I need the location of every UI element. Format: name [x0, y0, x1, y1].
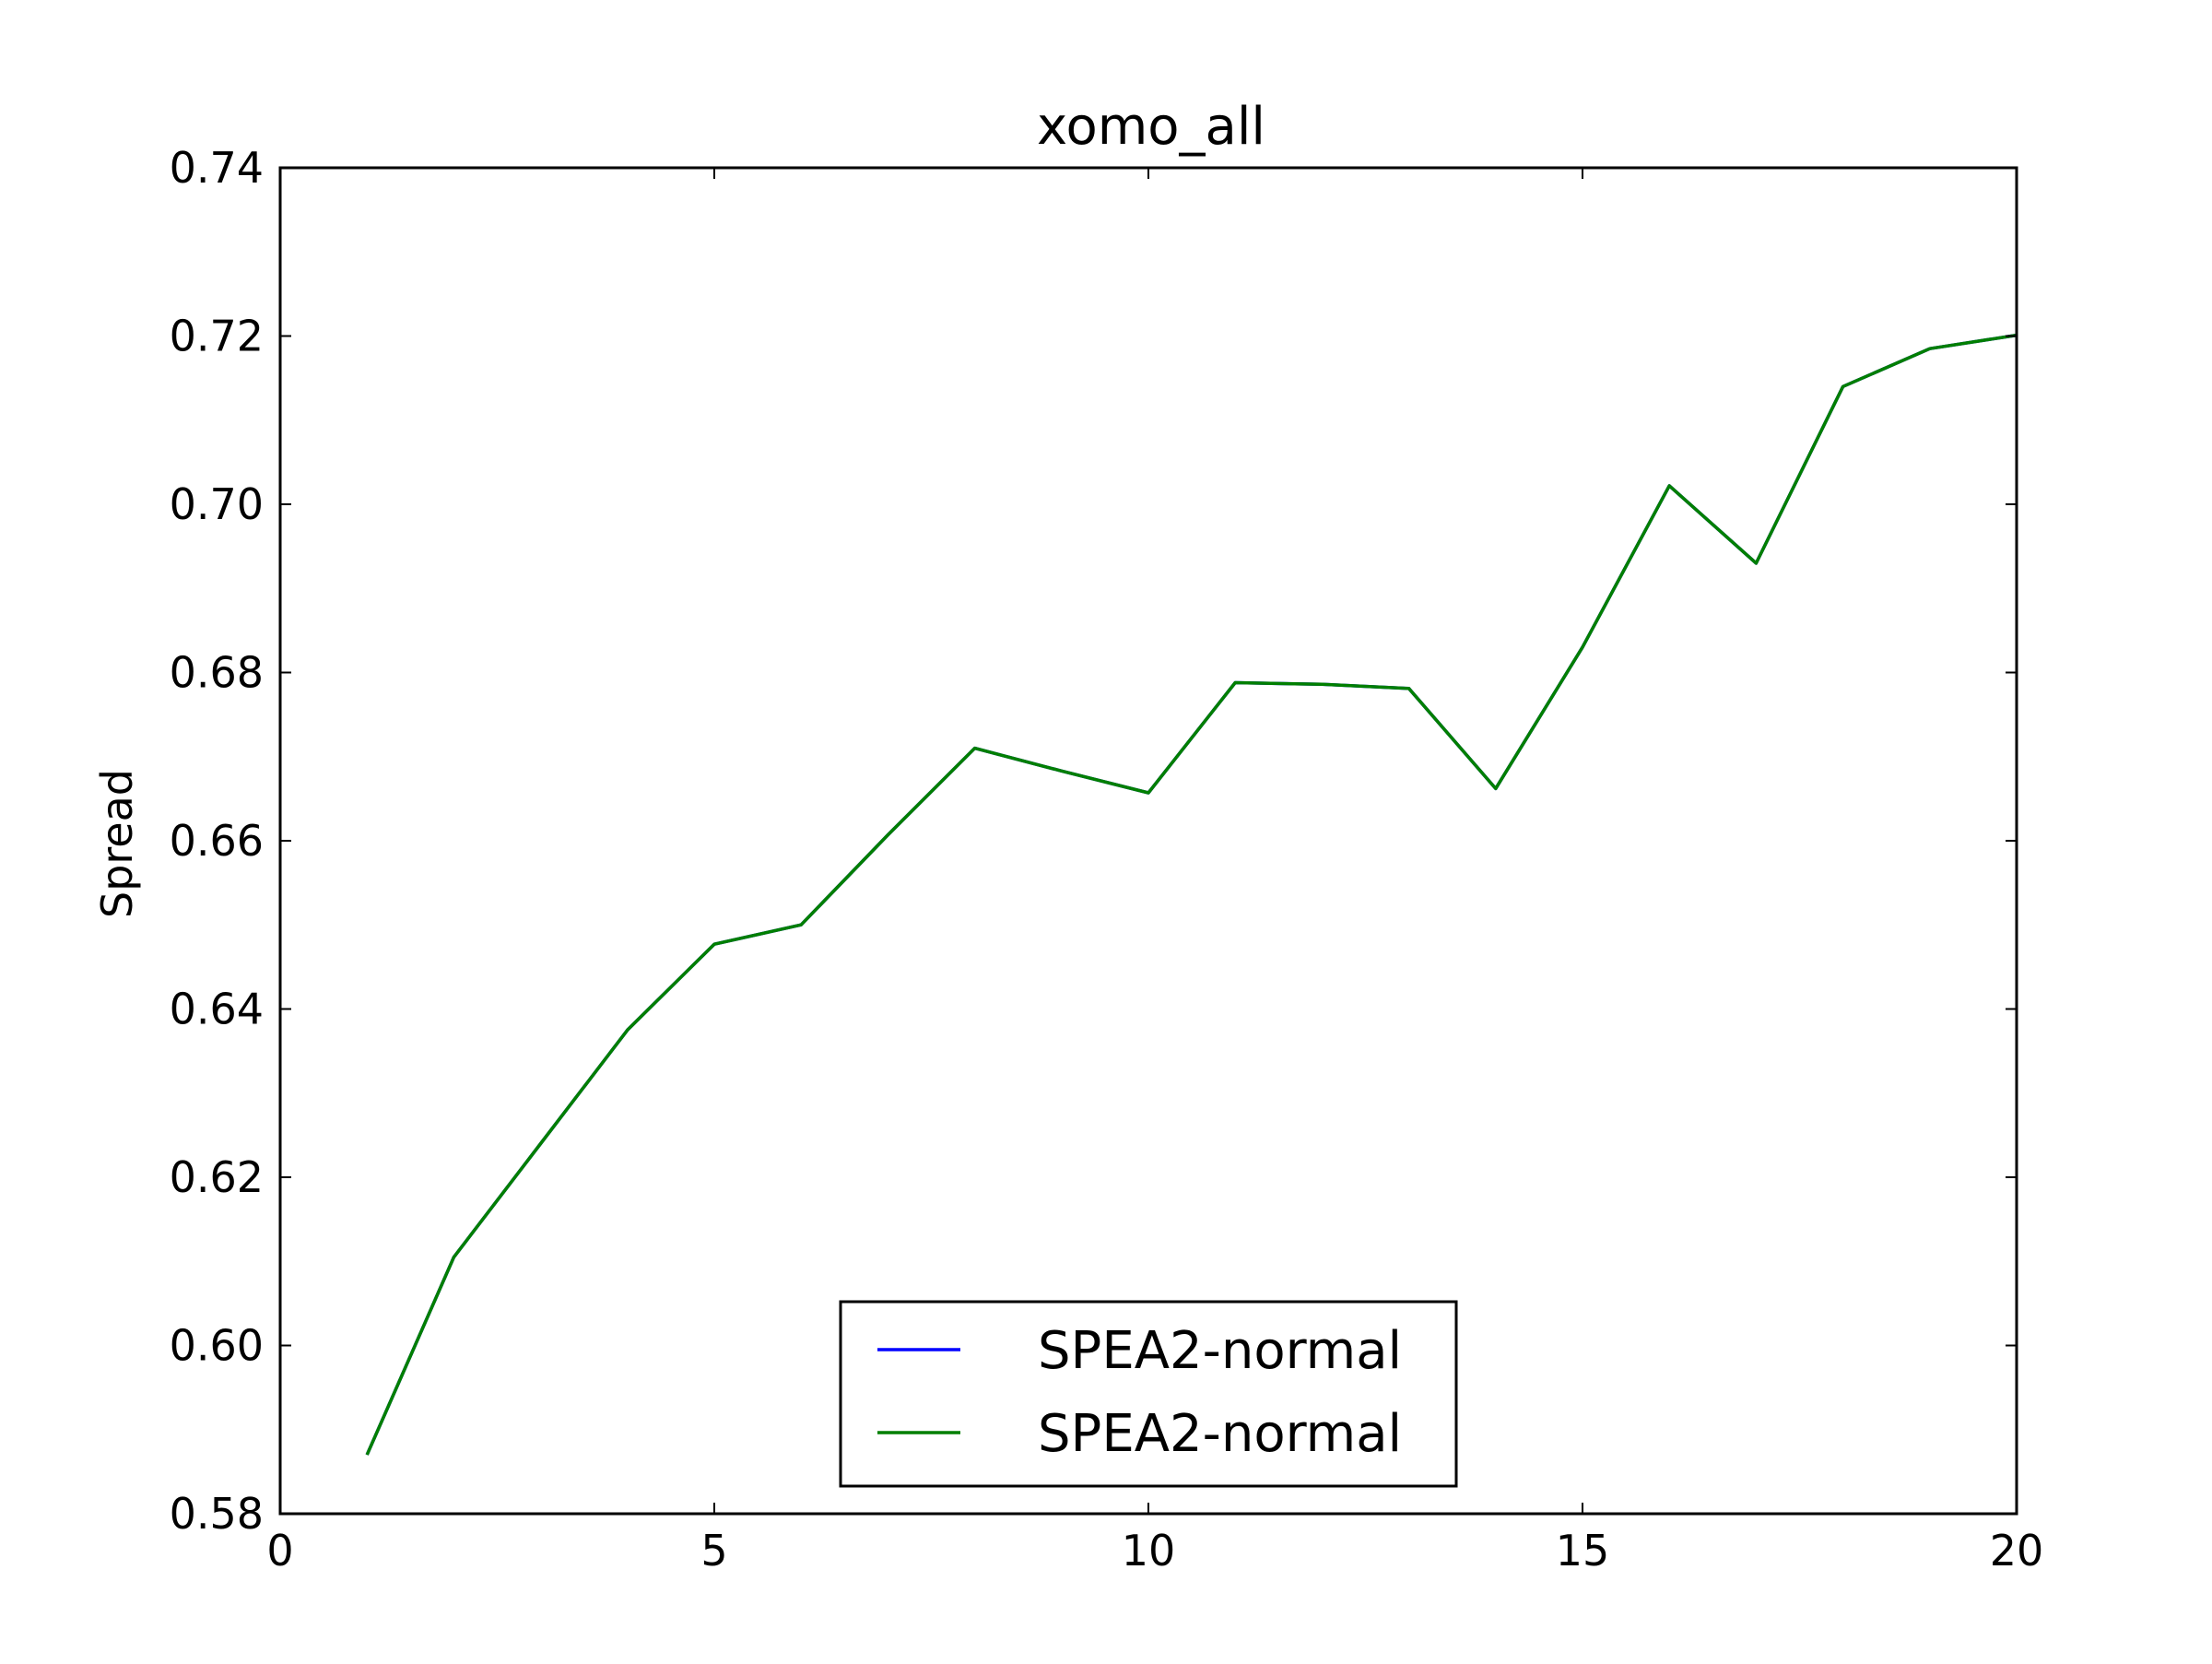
series-line-1 [365, 333, 2018, 1456]
y-tick-label: 0.62 [170, 1152, 264, 1202]
x-tick-label: 0 [266, 1526, 293, 1575]
y-tick-label: 0.70 [170, 479, 264, 529]
legend-label-1: SPEA2-normal [1038, 1321, 1402, 1381]
y-tick-label: 0.72 [170, 312, 264, 361]
chart-title: xomo_all [1037, 97, 1265, 157]
x-tick-label: 20 [1990, 1526, 2044, 1575]
y-tick-label: 0.66 [170, 816, 264, 866]
y-tick-label: 0.64 [170, 985, 264, 1034]
x-tick-label: 10 [1122, 1526, 1176, 1575]
x-tick-label: 5 [700, 1526, 727, 1575]
y-tick-label: 0.68 [170, 648, 264, 698]
y-axis-label: Spread [92, 769, 142, 918]
y-tick-label: 0.58 [170, 1489, 264, 1539]
x-tick-label: 15 [1556, 1526, 1610, 1575]
plot-area: 0 5 10 15 20 0.58 0.60 0.62 0.64 0.66 0.68 0.70 0.72… [170, 143, 2044, 1575]
legend-box [839, 1300, 1458, 1488]
series-line-2 [365, 333, 2018, 1456]
y-tick-label: 0.60 [170, 1321, 264, 1371]
y-tick-label: 0.74 [170, 143, 264, 193]
legend-label-2: SPEA2-normal [1038, 1404, 1402, 1464]
